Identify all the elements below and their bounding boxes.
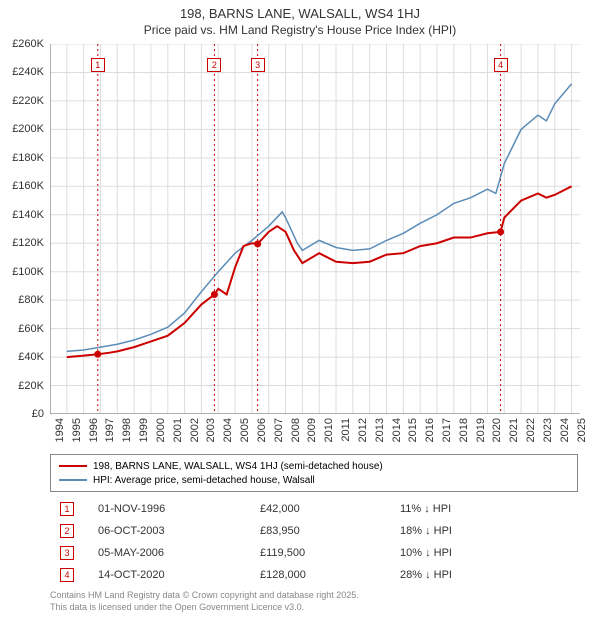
y-tick-label: £240K	[12, 66, 44, 78]
sale-marker-4: 4	[494, 58, 508, 72]
sales-price: £83,950	[260, 525, 400, 537]
sales-marker-box: 1	[60, 502, 74, 516]
line-chart	[50, 44, 580, 414]
x-tick-label: 2011	[340, 418, 352, 442]
x-tick-label: 2002	[189, 418, 201, 442]
x-tick-label: 2019	[475, 418, 487, 442]
chart-title: 198, BARNS LANE, WALSALL, WS4 1HJ	[0, 0, 600, 21]
sales-marker-cell: 2	[50, 524, 80, 538]
x-tick-label: 2023	[542, 418, 554, 442]
x-tick-label: 2008	[290, 418, 302, 442]
x-tick-label: 1996	[88, 418, 100, 442]
x-tick-label: 2007	[273, 418, 285, 442]
x-tick-label: 1997	[104, 418, 116, 442]
x-tick-label: 2022	[525, 418, 537, 442]
sales-date: 01-NOV-1996	[80, 503, 260, 515]
x-tick-label: 2024	[559, 418, 571, 442]
sales-price: £119,500	[260, 547, 400, 559]
x-tick-label: 1999	[138, 418, 150, 442]
y-tick-label: £0	[32, 408, 44, 420]
legend-item: HPI: Average price, semi-detached house,…	[59, 473, 569, 487]
x-tick-label: 2012	[357, 418, 369, 442]
y-tick-label: £120K	[12, 237, 44, 249]
x-tick-label: 2014	[391, 418, 403, 442]
legend: 198, BARNS LANE, WALSALL, WS4 1HJ (semi-…	[50, 454, 578, 492]
sales-marker-box: 2	[60, 524, 74, 538]
x-tick-label: 2018	[458, 418, 470, 442]
y-tick-label: £100K	[12, 266, 44, 278]
footer-line-1: Contains HM Land Registry data © Crown c…	[50, 590, 359, 602]
sales-price: £128,000	[260, 569, 400, 581]
x-tick-label: 2015	[407, 418, 419, 442]
x-axis: 1994 1995 1996 1997 1998 1999 2000 2001 2002 2003…	[50, 416, 580, 452]
chart-subtitle: Price paid vs. HM Land Registry's House …	[0, 21, 600, 41]
legend-swatch	[59, 465, 87, 467]
plot-area: 1 2 3 4	[50, 44, 580, 414]
sales-delta: 11% ↓ HPI	[400, 503, 550, 515]
y-tick-label: £200K	[12, 123, 44, 135]
legend-item: 198, BARNS LANE, WALSALL, WS4 1HJ (semi-…	[59, 459, 569, 473]
x-tick-label: 2003	[205, 418, 217, 442]
sales-row: 1 01-NOV-1996£42,00011% ↓ HPI	[50, 498, 580, 520]
legend-label: HPI: Average price, semi-detached house,…	[93, 475, 315, 486]
footer-line-2: This data is licensed under the Open Gov…	[50, 602, 359, 614]
x-tick-label: 2016	[424, 418, 436, 442]
y-tick-label: £80K	[18, 294, 44, 306]
x-tick-label: 2020	[491, 418, 503, 442]
sales-date: 06-OCT-2003	[80, 525, 260, 537]
x-tick-label: 2001	[172, 418, 184, 442]
sale-marker-3: 3	[251, 58, 265, 72]
x-tick-label: 1994	[54, 418, 66, 442]
x-tick-label: 1998	[121, 418, 133, 442]
y-axis: £0£20K£40K£60K£80K£100K£120K£140K£160K£1…	[0, 44, 48, 414]
y-tick-label: £60K	[18, 323, 44, 335]
chart-container: 198, BARNS LANE, WALSALL, WS4 1HJ Price …	[0, 0, 600, 620]
sale-marker-2: 2	[207, 58, 221, 72]
x-tick-label: 2005	[239, 418, 251, 442]
x-tick-label: 2021	[508, 418, 520, 442]
y-tick-label: £140K	[12, 209, 44, 221]
x-tick-label: 2010	[323, 418, 335, 442]
y-tick-label: £260K	[12, 38, 44, 50]
sales-price: £42,000	[260, 503, 400, 515]
sales-row: 3 05-MAY-2006£119,50010% ↓ HPI	[50, 542, 580, 564]
x-tick-label: 2000	[155, 418, 167, 442]
sales-delta: 10% ↓ HPI	[400, 547, 550, 559]
x-tick-label: 2006	[256, 418, 268, 442]
y-tick-label: £180K	[12, 152, 44, 164]
sales-marker-cell: 3	[50, 546, 80, 560]
x-tick-label: 2004	[222, 418, 234, 442]
y-tick-label: £40K	[18, 351, 44, 363]
sales-marker-box: 4	[60, 568, 74, 582]
x-tick-label: 2017	[441, 418, 453, 442]
sales-marker-cell: 4	[50, 568, 80, 582]
sales-marker-cell: 1	[50, 502, 80, 516]
x-tick-label: 2013	[374, 418, 386, 442]
legend-swatch	[59, 479, 87, 481]
x-tick-label: 1995	[71, 418, 83, 442]
y-tick-label: £20K	[18, 380, 44, 392]
y-tick-label: £220K	[12, 95, 44, 107]
sales-row: 4 14-OCT-2020£128,00028% ↓ HPI	[50, 564, 580, 586]
sales-row: 2 06-OCT-2003£83,95018% ↓ HPI	[50, 520, 580, 542]
sales-table: 1 01-NOV-1996£42,00011% ↓ HPI 2 06-OCT-2003…	[50, 498, 580, 586]
sales-date: 14-OCT-2020	[80, 569, 260, 581]
sales-delta: 28% ↓ HPI	[400, 569, 550, 581]
x-tick-label: 2025	[576, 418, 588, 442]
footer-attribution: Contains HM Land Registry data © Crown c…	[50, 590, 359, 613]
sales-marker-box: 3	[60, 546, 74, 560]
sale-marker-1: 1	[91, 58, 105, 72]
legend-label: 198, BARNS LANE, WALSALL, WS4 1HJ (semi-…	[93, 461, 383, 472]
y-tick-label: £160K	[12, 180, 44, 192]
x-tick-label: 2009	[306, 418, 318, 442]
sales-delta: 18% ↓ HPI	[400, 525, 550, 537]
sales-date: 05-MAY-2006	[80, 547, 260, 559]
